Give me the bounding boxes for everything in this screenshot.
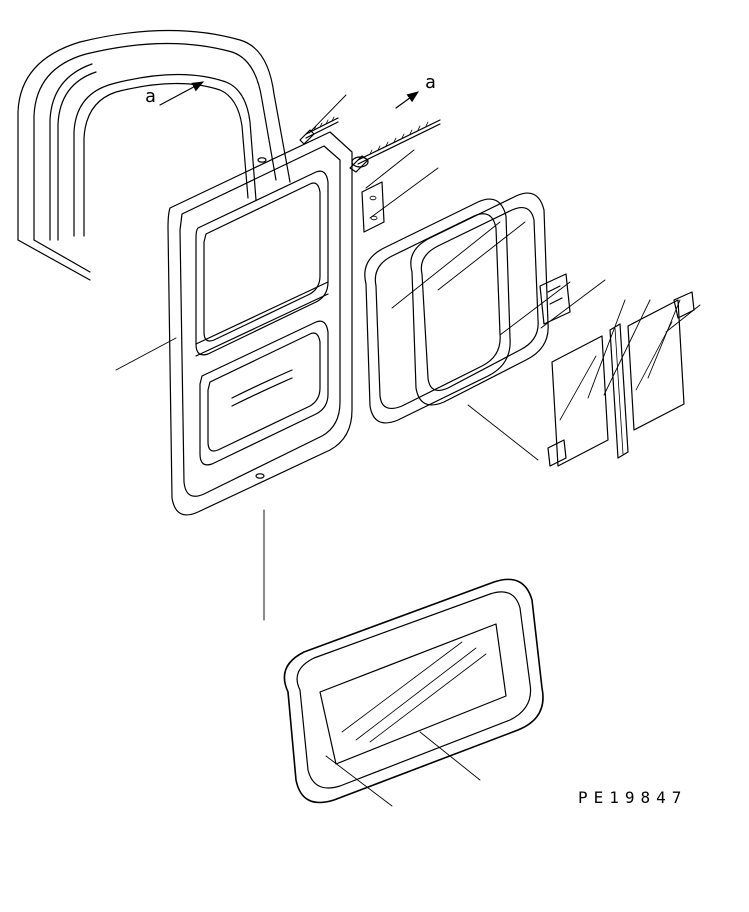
- arrow-a-left: [160, 82, 203, 105]
- leader-lines: [116, 95, 700, 806]
- window-sash-outer: [365, 199, 510, 423]
- bolt-short: [300, 117, 338, 144]
- label-a-right: a: [425, 72, 438, 93]
- parts-diagram: [0, 0, 749, 912]
- sliding-glass-left: [552, 336, 608, 466]
- cab-body-outline: [18, 30, 290, 280]
- glass-catch-right: [674, 292, 694, 318]
- sliding-glass-right: [628, 300, 684, 430]
- door-panel: [168, 132, 352, 515]
- lower-window-assembly: [284, 579, 543, 802]
- bolt-long: [350, 120, 440, 172]
- label-a-left: a: [145, 86, 158, 107]
- center-rail: [610, 324, 628, 458]
- arrow-a-right: [396, 92, 418, 108]
- drawing-number: PE19847: [578, 788, 687, 807]
- bracket-small: [362, 182, 384, 232]
- bracket-upper: [540, 274, 570, 324]
